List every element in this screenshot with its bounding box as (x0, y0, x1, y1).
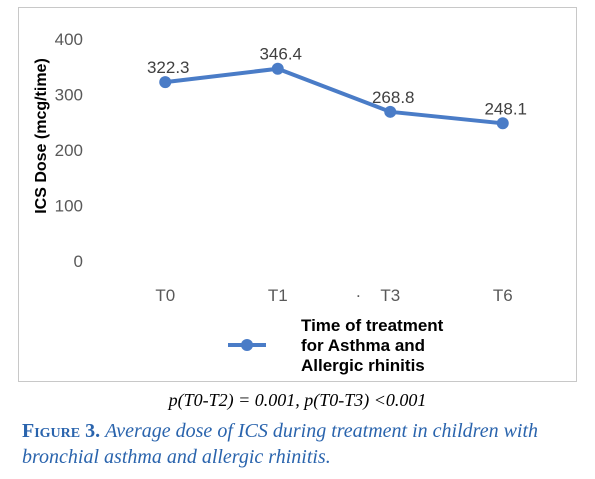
data-label: 322.3 (147, 58, 190, 77)
y-tick-label: 200 (55, 141, 83, 160)
data-point (384, 105, 397, 118)
chart-frame: ICS Dose (mcg/time) 0 100 200 300 400 T0 T1 T3… (18, 7, 577, 382)
data-label: 268.8 (372, 88, 415, 107)
legend-line-3: Allergic rhinitis (301, 356, 425, 375)
data-point (159, 76, 172, 89)
data-label: 346.4 (259, 45, 302, 64)
legend-swatch (228, 339, 266, 351)
data-label: 248.1 (484, 99, 527, 118)
y-tick-label: 300 (55, 86, 83, 105)
legend-line-2: for Asthma and (301, 336, 426, 355)
caption-text: Average dose of ICS during treatment in … (22, 420, 539, 468)
x-tick-label: T3 (380, 286, 400, 305)
x-tick-label: T1 (268, 286, 288, 305)
figure-caption: Figure 3. Average dose of ICS during tre… (22, 418, 577, 470)
x-tick-label: T0 (155, 286, 175, 305)
y-tick-label: 400 (55, 30, 83, 49)
y-tick-label: 100 (55, 197, 83, 216)
data-point (271, 62, 284, 75)
x-tick-label: T6 (493, 286, 513, 305)
data-point (496, 117, 509, 130)
stray-mark: . (356, 282, 361, 301)
figure-number: Figure 3. (22, 420, 101, 442)
legend-line-1: Time of treatment (301, 316, 444, 335)
legend-entry: Time of treatment for Asthma and Allergi… (301, 316, 501, 376)
series-line (163, 66, 505, 126)
p-value-text: p(T0-T2) = 0.001, p(T0-T3) <0.001 (168, 390, 427, 410)
line-chart: ICS Dose (mcg/time) 0 100 200 300 400 T0 T1 T3… (33, 30, 527, 351)
y-axis-label: ICS Dose (mcg/time) (33, 58, 50, 214)
y-tick-label: 0 (74, 252, 83, 271)
